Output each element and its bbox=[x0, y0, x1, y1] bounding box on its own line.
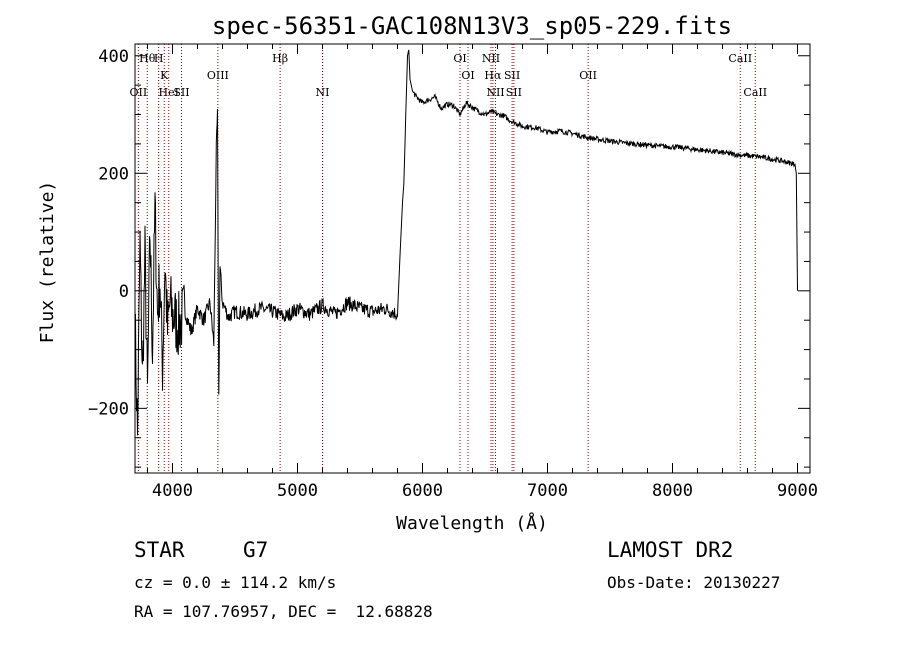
y-axis-label: Flux (relative) bbox=[37, 181, 58, 344]
y-tick-label-200: 200 bbox=[98, 164, 129, 184]
spectrum-line-0 bbox=[134, 49, 798, 436]
line-marker-label-15: SII bbox=[506, 86, 522, 99]
line-marker-label-16: OII bbox=[579, 69, 597, 82]
x-tick-label-6000: 6000 bbox=[402, 481, 443, 501]
y-tick-label-400: 400 bbox=[98, 47, 129, 67]
x-tick-label-8000: 8000 bbox=[652, 481, 693, 501]
y-tick-label--200: −200 bbox=[88, 399, 129, 419]
redshift-cz: cz = 0.0 ± 114.2 km/s bbox=[134, 573, 337, 592]
line-marker-label-4: HeI bbox=[159, 86, 179, 99]
line-marker-label-3: K bbox=[160, 69, 169, 82]
line-marker-label-18: CaII bbox=[743, 86, 767, 99]
line-marker-label-6: OIII bbox=[207, 69, 229, 82]
line-marker-label-2: H bbox=[154, 52, 164, 65]
line-marker-label-1: OII bbox=[130, 86, 148, 99]
line-marker-label-5: SII bbox=[173, 86, 189, 99]
x-tick-label-4000: 4000 bbox=[152, 481, 193, 501]
survey-name: LAMOST DR2 bbox=[607, 538, 734, 562]
line-marker-label-17: CaII bbox=[728, 52, 752, 65]
object-class: STAR bbox=[134, 538, 185, 562]
line-marker-label-12: Hα bbox=[484, 69, 502, 82]
chart-title: spec-56351-GAC108N13V3_sp05-229.fits bbox=[212, 12, 732, 40]
line-marker-label-11: NII bbox=[482, 52, 500, 65]
x-axis-label: Wavelength (Å) bbox=[396, 512, 548, 534]
object-subclass: G7 bbox=[243, 538, 269, 562]
x-tick-label-9000: 9000 bbox=[777, 481, 818, 501]
line-marker-label-7: Hβ bbox=[272, 52, 288, 65]
x-tick-label-5000: 5000 bbox=[277, 481, 318, 501]
x-tick-label-7000: 7000 bbox=[527, 481, 568, 501]
line-marker-label-9: OI bbox=[453, 52, 466, 65]
spectrum-series bbox=[134, 49, 798, 436]
line-marker-label-0: Hθ bbox=[139, 52, 156, 65]
y-tick-label-0: 0 bbox=[119, 282, 129, 302]
line-marker-label-10: OI bbox=[461, 69, 474, 82]
line-marker-label-14: NII bbox=[486, 86, 504, 99]
ra-dec: RA = 107.76957, DEC = 12.68828 bbox=[134, 602, 433, 621]
line-marker-label-13: SII bbox=[504, 69, 520, 82]
obs-date: Obs-Date: 20130227 bbox=[607, 573, 781, 592]
axes: 4000 5000 6000 7000 8000 9000 −200 0 200 400 bbox=[88, 44, 818, 501]
line-marker-label-8: NI bbox=[316, 86, 330, 99]
